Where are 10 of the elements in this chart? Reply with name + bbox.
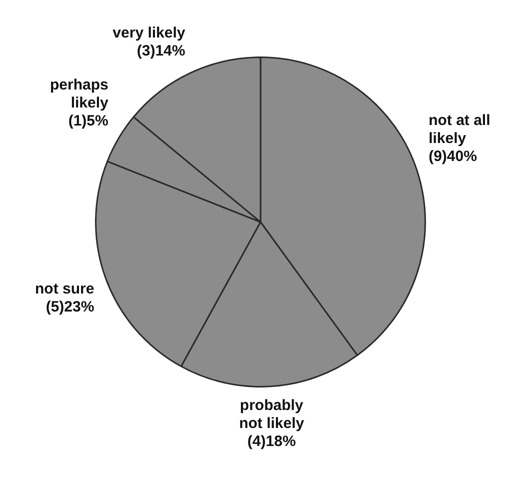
- data-label: (1)5%: [68, 112, 108, 130]
- data-label: (3)14%: [136, 42, 186, 60]
- slice-label: perhaps likely: [50, 76, 110, 112]
- data-label: (9)40%: [428, 148, 477, 166]
- slice-label: probably not likely: [239, 397, 305, 432]
- slice-label: not at all likely: [428, 112, 490, 148]
- data-label: (4)18%: [247, 433, 296, 450]
- data-label: (5)23%: [46, 298, 94, 316]
- slice-label: not sure: [35, 280, 94, 298]
- slice-label: very likely: [112, 24, 186, 42]
